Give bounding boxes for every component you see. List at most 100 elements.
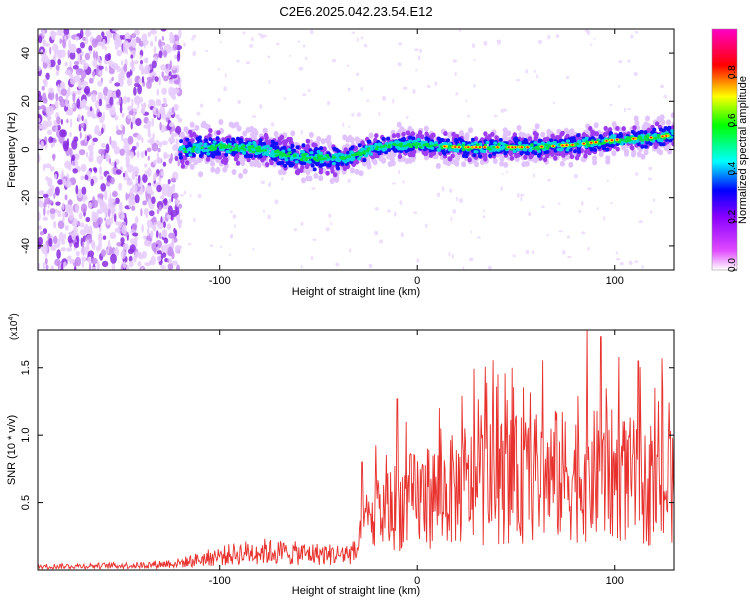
signal-blob	[498, 137, 503, 142]
signal-blob	[278, 169, 283, 176]
noise-speck	[114, 161, 117, 169]
noise-speck	[63, 233, 67, 240]
signal-blob	[242, 148, 247, 151]
signal-blob	[547, 144, 552, 147]
noise-speck	[135, 251, 142, 258]
noise-speck	[101, 41, 105, 50]
noise-speck	[42, 216, 48, 221]
signal-blob	[318, 166, 324, 172]
signal-blob	[254, 147, 258, 150]
noise-speck	[150, 40, 154, 47]
signal-blob	[212, 140, 217, 144]
noise-speck	[46, 120, 53, 127]
noise-speck	[78, 212, 83, 220]
signal-blob	[319, 154, 324, 158]
noise-speck	[525, 69, 528, 74]
signal-blob	[210, 160, 215, 167]
noise-speck	[167, 187, 173, 197]
noise-speck	[331, 58, 337, 63]
colorbar: 0.00.20.40.60.8 Normalized spectral ampl…	[711, 28, 749, 272]
noise-speck	[166, 214, 173, 219]
noise-speck	[99, 175, 104, 181]
signal-blob	[365, 156, 371, 163]
noise-speck	[175, 125, 182, 135]
noise-speck	[140, 266, 144, 270]
signal-blob	[307, 160, 312, 164]
noise-speck	[312, 238, 317, 241]
signal-blob	[468, 127, 473, 134]
noise-speck	[59, 38, 62, 44]
signal-blob	[275, 146, 280, 150]
noise-speck	[351, 31, 355, 34]
signal-blob	[189, 121, 195, 128]
noise-speck	[140, 60, 143, 65]
signal-blob	[464, 135, 470, 142]
signal-blob	[619, 142, 624, 146]
signal-blob	[179, 139, 184, 144]
signal-blob	[307, 156, 312, 160]
signal-blob	[637, 130, 642, 135]
noise-speck	[101, 31, 105, 38]
signal-blob	[480, 149, 485, 153]
noise-speck	[391, 182, 396, 185]
noise-speck	[125, 192, 128, 201]
noise-speck	[393, 211, 397, 217]
noise-speck	[217, 98, 221, 103]
signal-blob	[223, 157, 229, 163]
noise-speck	[80, 42, 85, 49]
signal-peak	[475, 146, 478, 149]
noise-speck	[156, 157, 162, 164]
noise-speck	[125, 158, 130, 167]
signal-blob	[287, 148, 292, 152]
noise-speck	[525, 249, 530, 255]
signal-blob	[232, 148, 236, 152]
signal-blob	[366, 163, 372, 170]
signal-blob	[381, 157, 387, 164]
signal-blob	[320, 138, 326, 145]
signal-blob	[351, 153, 355, 157]
noise-speck	[150, 29, 157, 35]
noise-speck	[97, 80, 103, 87]
noise-speck	[89, 106, 93, 112]
noise-speck	[97, 208, 102, 214]
noise-speck	[63, 29, 70, 36]
noise-speck	[66, 247, 73, 252]
signal-blob	[436, 148, 441, 152]
signal-peak	[483, 146, 486, 149]
signal-blob	[308, 131, 314, 138]
noise-speck	[224, 73, 227, 78]
noise-speck	[310, 256, 314, 260]
noise-speck	[178, 29, 182, 39]
noise-speck	[360, 36, 364, 40]
signal-blob	[216, 130, 221, 136]
signal-blob	[198, 142, 203, 146]
noise-speck	[300, 221, 304, 226]
noise-speck	[87, 202, 93, 209]
signal-blob	[187, 141, 192, 146]
noise-speck	[517, 192, 520, 198]
noise-speck	[161, 87, 168, 95]
noise-speck	[329, 213, 331, 216]
noise-speck	[156, 255, 162, 262]
noise-speck	[62, 212, 66, 218]
noise-speck	[310, 29, 314, 35]
noise-speck	[434, 81, 438, 86]
noise-speck	[102, 111, 106, 122]
noise-speck	[412, 89, 416, 94]
noise-speck	[140, 103, 147, 108]
noise-speck	[113, 145, 120, 155]
noise-speck	[144, 163, 148, 168]
signal-blob	[358, 170, 364, 177]
noise-speck	[81, 115, 84, 121]
noise-speck	[483, 209, 485, 213]
noise-speck	[187, 243, 192, 246]
signal-blob	[645, 140, 650, 145]
noise-speck	[84, 52, 91, 61]
noise-speck	[144, 65, 147, 75]
signal-blob	[605, 147, 610, 152]
noise-speck	[56, 116, 61, 125]
noise-speck	[641, 265, 644, 269]
signal-blob	[561, 141, 565, 145]
noise-speck	[119, 104, 123, 114]
